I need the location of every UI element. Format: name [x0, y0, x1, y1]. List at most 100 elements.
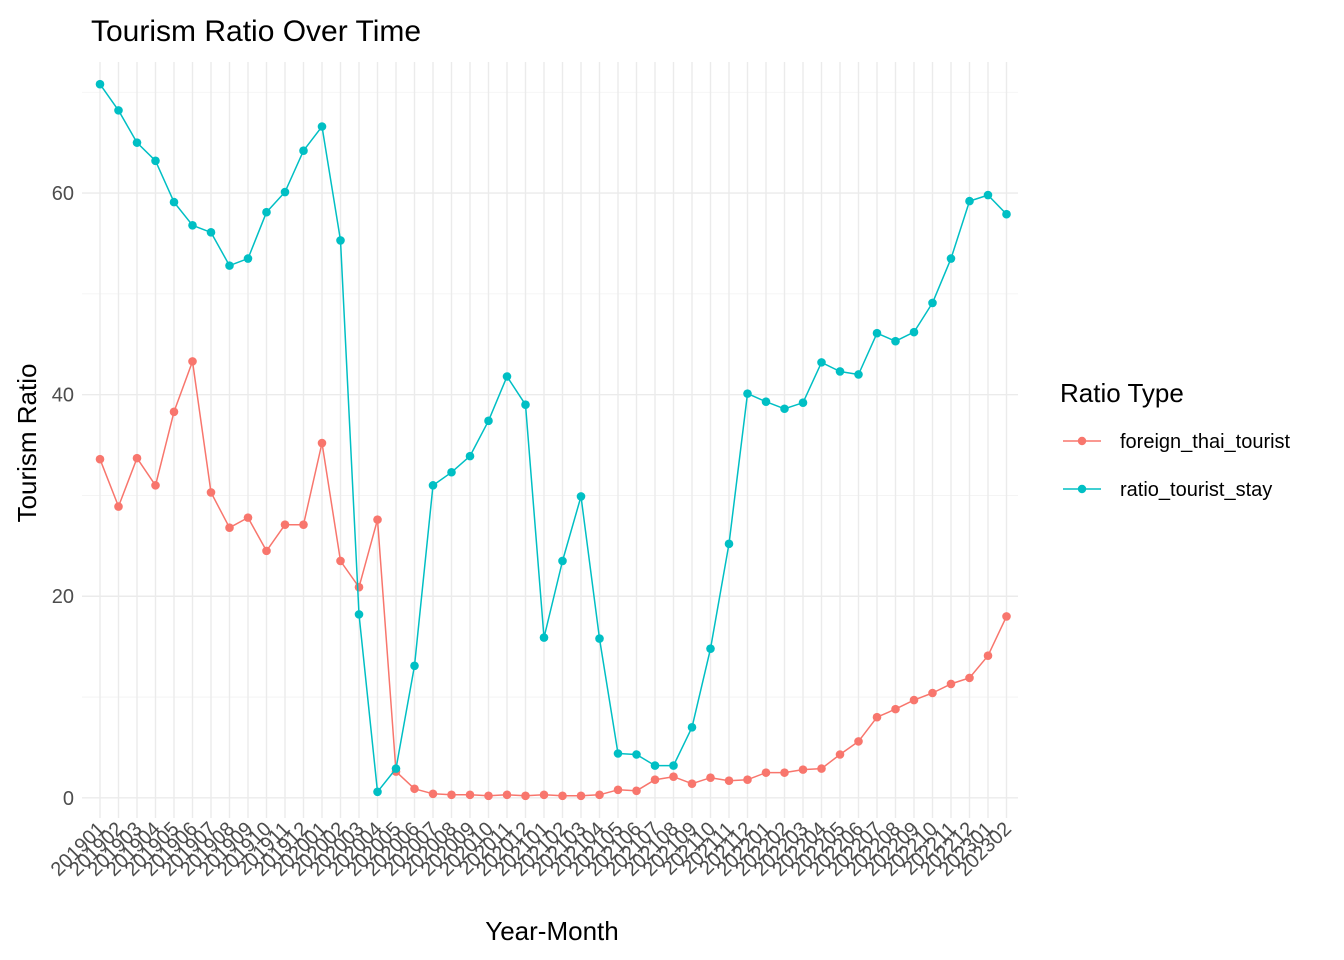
series-line-ratio-tourist-stay: [99, 83, 1008, 793]
data-point-ratio-tourist-stay: [946, 254, 956, 263]
data-point-ratio-tourist-stay: [761, 397, 771, 406]
data-point-ratio-tourist-stay: [687, 722, 697, 732]
legend-key-point-ratio-tourist-stay: [1077, 484, 1087, 494]
legend-item-foreign-thai-tourist: foreign_thai_tourist: [1063, 431, 1291, 453]
data-point-foreign-thai-tourist: [743, 775, 752, 784]
data-point-foreign-thai-tourist: [983, 651, 993, 661]
data-point-foreign-thai-tourist: [317, 438, 327, 448]
plot-grid: [82, 62, 1018, 818]
x-axis-ticks: 2019012019022019032019042019052019062019…: [47, 818, 1016, 881]
data-point-ratio-tourist-stay: [983, 190, 993, 200]
legend-key-point-foreign-thai-tourist: [1077, 436, 1087, 446]
data-point-foreign-thai-tourist: [576, 791, 586, 801]
data-point-ratio-tourist-stay: [336, 236, 345, 245]
data-point-foreign-thai-tourist: [909, 695, 919, 705]
data-point-ratio-tourist-stay: [95, 79, 105, 89]
data-point-foreign-thai-tourist: [706, 773, 715, 782]
y-tick-label: 40: [52, 385, 74, 407]
data-point-foreign-thai-tourist: [447, 790, 456, 800]
data-point-ratio-tourist-stay: [206, 228, 216, 237]
data-point-foreign-thai-tourist: [613, 785, 623, 795]
data-point-foreign-thai-tourist: [95, 454, 105, 464]
data-point-ratio-tourist-stay: [872, 328, 882, 338]
y-axis-ticks: 0 20 40 60: [52, 183, 74, 810]
legend-label-foreign-thai-tourist: foreign_thai_tourist: [1120, 431, 1291, 453]
data-point-ratio-tourist-stay: [410, 661, 419, 671]
data-point-ratio-tourist-stay: [632, 750, 641, 759]
data-point-ratio-tourist-stay: [317, 122, 327, 131]
y-tick-label: 20: [52, 586, 74, 608]
data-point-foreign-thai-tourist: [132, 453, 142, 463]
data-point-ratio-tourist-stay: [650, 761, 660, 770]
data-point-ratio-tourist-stay: [299, 146, 308, 156]
data-point-foreign-thai-tourist: [780, 768, 789, 777]
data-point-foreign-thai-tourist: [502, 790, 512, 800]
data-point-ratio-tourist-stay: [539, 633, 549, 642]
legend-title: Ratio Type: [1060, 378, 1184, 408]
x-axis-title: Year-Month: [485, 916, 618, 946]
data-point-foreign-thai-tourist: [336, 556, 345, 566]
data-point-foreign-thai-tourist: [428, 789, 438, 799]
series-layer: [95, 79, 1011, 801]
data-point-foreign-thai-tourist: [669, 772, 678, 781]
data-point-foreign-thai-tourist: [946, 679, 956, 689]
y-axis-title: Tourism Ratio: [12, 364, 42, 523]
chart-title: Tourism Ratio Over Time: [91, 15, 421, 48]
data-point-ratio-tourist-stay: [132, 138, 142, 147]
data-point-ratio-tourist-stay: [428, 481, 438, 490]
data-point-ratio-tourist-stay: [891, 336, 900, 346]
data-point-ratio-tourist-stay: [595, 634, 604, 643]
data-point-foreign-thai-tourist: [854, 737, 863, 746]
data-point-ratio-tourist-stay: [909, 327, 919, 337]
data-point-ratio-tourist-stay: [484, 416, 493, 426]
data-point-ratio-tourist-stay: [373, 787, 382, 797]
data-point-foreign-thai-tourist: [835, 750, 845, 759]
data-point-ratio-tourist-stay: [447, 467, 456, 477]
data-point-foreign-thai-tourist: [521, 791, 530, 801]
data-point-foreign-thai-tourist: [558, 791, 567, 801]
data-point-foreign-thai-tourist: [798, 765, 808, 774]
data-point-foreign-thai-tourist: [965, 673, 974, 683]
data-point-foreign-thai-tourist: [650, 775, 660, 784]
data-point-ratio-tourist-stay: [835, 367, 845, 376]
data-point-foreign-thai-tourist: [299, 520, 308, 529]
data-point-foreign-thai-tourist: [280, 520, 290, 529]
data-point-ratio-tourist-stay: [669, 761, 678, 770]
data-point-foreign-thai-tourist: [1002, 612, 1011, 621]
data-point-foreign-thai-tourist: [243, 513, 253, 522]
data-point-foreign-thai-tourist: [928, 688, 937, 698]
legend: Ratio Type foreign_thai_tourist ratio_to…: [1060, 378, 1291, 501]
data-point-foreign-thai-tourist: [761, 768, 771, 777]
data-point-foreign-thai-tourist: [724, 776, 734, 786]
data-point-ratio-tourist-stay: [465, 451, 475, 461]
data-point-foreign-thai-tourist: [410, 784, 419, 794]
data-point-ratio-tourist-stay: [613, 749, 623, 758]
data-point-foreign-thai-tourist: [188, 357, 197, 366]
data-point-ratio-tourist-stay: [965, 196, 974, 206]
legend-item-ratio-tourist-stay: ratio_tourist_stay: [1063, 479, 1272, 501]
data-point-ratio-tourist-stay: [817, 358, 826, 367]
legend-label-ratio-tourist-stay: ratio_tourist_stay: [1120, 479, 1272, 501]
data-point-ratio-tourist-stay: [1002, 209, 1011, 219]
data-point-ratio-tourist-stay: [280, 187, 290, 197]
data-point-ratio-tourist-stay: [169, 197, 179, 207]
data-point-ratio-tourist-stay: [114, 106, 123, 115]
data-point-foreign-thai-tourist: [354, 582, 364, 592]
data-point-foreign-thai-tourist: [151, 481, 160, 490]
y-tick-label: 0: [63, 788, 74, 810]
data-point-ratio-tourist-stay: [724, 539, 734, 549]
y-tick-label: 60: [52, 183, 74, 205]
data-point-ratio-tourist-stay: [262, 207, 271, 217]
data-point-foreign-thai-tourist: [465, 790, 475, 800]
data-point-foreign-thai-tourist: [595, 790, 604, 800]
data-point-ratio-tourist-stay: [854, 370, 863, 379]
data-point-ratio-tourist-stay: [928, 298, 937, 308]
data-point-ratio-tourist-stay: [354, 610, 364, 619]
data-point-foreign-thai-tourist: [539, 790, 549, 800]
data-point-foreign-thai-tourist: [206, 488, 216, 497]
data-point-foreign-thai-tourist: [114, 502, 123, 511]
series-foreign-thai-tourist: [95, 357, 1011, 801]
data-point-ratio-tourist-stay: [391, 764, 401, 773]
data-point-foreign-thai-tourist: [225, 523, 234, 532]
